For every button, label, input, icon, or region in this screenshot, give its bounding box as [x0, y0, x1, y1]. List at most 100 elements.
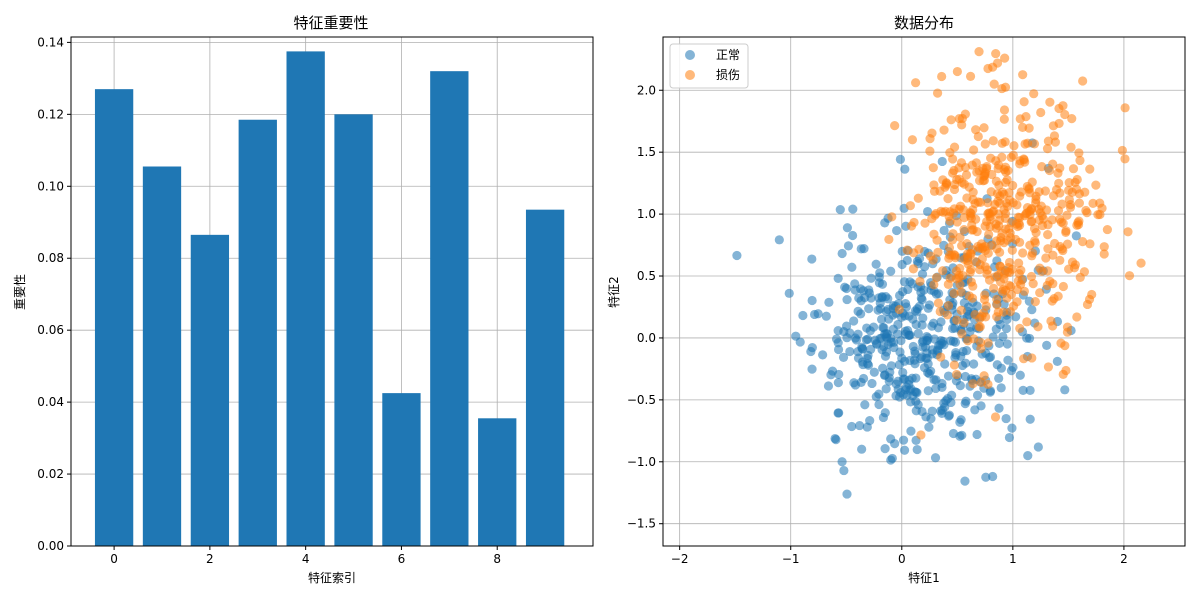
point-damage — [1056, 217, 1066, 227]
point-damage — [965, 71, 976, 81]
point-normal — [930, 453, 941, 463]
bar-3 — [238, 119, 277, 546]
point-damage — [982, 269, 992, 279]
point-normal — [903, 325, 913, 336]
bar-chart-title: 特征重要性 — [293, 14, 368, 32]
point-damage — [948, 154, 958, 164]
point-damage — [1068, 164, 1079, 174]
point-damage — [957, 329, 967, 339]
point-normal — [826, 370, 836, 380]
bar-chart-ylabel: 重要性 — [13, 274, 27, 310]
point-damage — [979, 371, 989, 381]
point-normal — [900, 311, 910, 321]
point-damage — [1012, 297, 1022, 307]
bar-chart-y-ticklabel: 0.14 — [37, 35, 64, 49]
point-normal — [798, 310, 808, 321]
point-normal — [834, 369, 844, 380]
point-damage — [979, 123, 989, 133]
point-normal — [818, 350, 828, 360]
point-damage — [974, 176, 985, 186]
point-damage — [1054, 178, 1064, 188]
point-normal — [873, 305, 883, 315]
point-normal — [807, 254, 817, 264]
point-damage — [1047, 296, 1057, 306]
point-damage — [955, 280, 965, 290]
point-damage — [1102, 224, 1112, 235]
point-normal — [912, 304, 922, 314]
point-damage — [1072, 312, 1082, 322]
point-damage — [1018, 70, 1028, 80]
point-damage — [1082, 208, 1092, 218]
point-normal — [845, 328, 855, 338]
point-normal — [824, 297, 834, 307]
point-normal — [972, 390, 983, 400]
point-damage — [983, 379, 993, 390]
point-damage — [1029, 139, 1040, 149]
point-normal — [956, 415, 966, 425]
point-damage — [1074, 198, 1084, 208]
point-normal — [998, 331, 1008, 342]
point-normal — [886, 455, 896, 465]
point-damage — [1000, 177, 1011, 188]
point-damage — [1029, 89, 1039, 99]
point-normal — [795, 337, 805, 347]
point-normal — [878, 412, 889, 423]
scatter-chart-points — [732, 47, 1146, 499]
point-damage — [999, 114, 1009, 124]
point-normal — [858, 373, 869, 384]
point-normal — [860, 400, 870, 410]
point-normal — [1015, 370, 1025, 380]
point-damage — [943, 301, 954, 311]
point-normal — [831, 434, 841, 445]
point-damage — [929, 186, 940, 196]
point-damage — [976, 239, 987, 249]
point-damage — [1043, 230, 1053, 240]
point-damage — [1045, 97, 1055, 107]
point-normal — [922, 206, 933, 217]
point-damage — [1022, 181, 1032, 192]
point-normal — [896, 335, 906, 346]
point-damage — [916, 430, 926, 440]
point-normal — [784, 288, 794, 298]
point-damage — [958, 205, 969, 215]
point-normal — [926, 414, 936, 424]
scatter-y-ticklabel: 0.0 — [637, 331, 656, 345]
point-damage — [951, 266, 962, 276]
point-normal — [937, 378, 947, 389]
point-normal — [933, 289, 944, 299]
point-damage — [960, 162, 971, 173]
point-damage — [1005, 267, 1015, 278]
point-damage — [941, 178, 951, 188]
point-damage — [932, 88, 943, 98]
point-damage — [991, 48, 1001, 59]
bar-4 — [286, 51, 325, 546]
point-damage — [1064, 185, 1074, 196]
point-normal — [917, 269, 928, 279]
point-damage — [1117, 145, 1127, 156]
point-damage — [1058, 281, 1068, 292]
point-damage — [1060, 109, 1070, 120]
point-damage — [1062, 322, 1073, 332]
point-normal — [994, 373, 1004, 383]
point-damage — [1065, 199, 1076, 210]
point-damage — [937, 71, 947, 82]
point-normal — [874, 399, 884, 410]
point-damage — [986, 153, 996, 163]
point-damage — [905, 201, 915, 211]
point-damage — [1020, 157, 1030, 167]
point-normal — [862, 353, 873, 364]
point-damage — [1043, 362, 1054, 372]
point-normal — [899, 445, 910, 455]
point-normal — [994, 403, 1004, 413]
point-damage — [981, 301, 991, 311]
point-normal — [912, 444, 922, 455]
point-damage — [1024, 123, 1034, 133]
point-damage — [936, 352, 946, 362]
point-damage — [1015, 323, 1025, 333]
point-damage — [1000, 53, 1010, 63]
point-normal — [856, 244, 866, 254]
point-damage — [909, 248, 919, 258]
point-normal — [991, 324, 1001, 334]
bar-chart-x-ticks: 0 2 4 6 8 — [110, 546, 501, 566]
point-normal — [1007, 423, 1017, 433]
